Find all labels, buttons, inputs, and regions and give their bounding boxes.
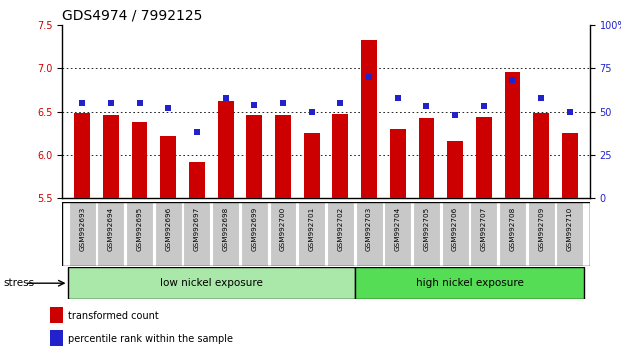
Bar bbox=[327, 202, 354, 266]
Bar bbox=[132, 122, 147, 198]
Text: GSM992699: GSM992699 bbox=[252, 207, 257, 251]
Text: GDS4974 / 7992125: GDS4974 / 7992125 bbox=[62, 8, 202, 22]
Bar bbox=[103, 115, 119, 198]
Text: GSM992706: GSM992706 bbox=[452, 207, 458, 251]
Text: GSM992697: GSM992697 bbox=[194, 207, 200, 251]
Text: GSM992703: GSM992703 bbox=[366, 207, 372, 251]
Bar bbox=[390, 129, 406, 198]
Text: GSM992696: GSM992696 bbox=[165, 207, 171, 251]
Bar bbox=[160, 136, 176, 198]
Text: GSM992704: GSM992704 bbox=[395, 207, 401, 251]
Text: GSM992695: GSM992695 bbox=[137, 207, 143, 251]
Text: GSM992707: GSM992707 bbox=[481, 207, 487, 251]
Text: GSM992700: GSM992700 bbox=[280, 207, 286, 251]
Text: stress: stress bbox=[3, 278, 34, 288]
Bar bbox=[212, 202, 239, 266]
Bar bbox=[69, 202, 96, 266]
Text: GSM992705: GSM992705 bbox=[424, 207, 430, 251]
Text: GSM992701: GSM992701 bbox=[309, 207, 315, 251]
Bar bbox=[505, 73, 520, 198]
Text: GSM992693: GSM992693 bbox=[79, 207, 85, 251]
Bar bbox=[562, 133, 578, 198]
Text: low nickel exposure: low nickel exposure bbox=[160, 278, 263, 288]
Bar bbox=[218, 101, 233, 198]
Bar bbox=[126, 202, 153, 266]
Bar bbox=[155, 202, 182, 266]
Text: GSM992709: GSM992709 bbox=[538, 207, 544, 251]
Text: GSM992708: GSM992708 bbox=[509, 207, 515, 251]
Bar bbox=[241, 202, 268, 266]
Bar bbox=[50, 307, 63, 324]
Bar bbox=[528, 202, 555, 266]
Bar bbox=[419, 118, 434, 198]
Bar bbox=[75, 113, 90, 198]
Bar bbox=[556, 202, 583, 266]
Text: GSM992710: GSM992710 bbox=[567, 207, 573, 251]
Bar bbox=[384, 202, 411, 266]
Text: percentile rank within the sample: percentile rank within the sample bbox=[68, 333, 233, 344]
Bar bbox=[470, 202, 497, 266]
Bar bbox=[442, 202, 469, 266]
Bar bbox=[97, 202, 124, 266]
Bar bbox=[298, 202, 325, 266]
Bar bbox=[68, 267, 355, 299]
Bar bbox=[304, 133, 320, 198]
Bar bbox=[413, 202, 440, 266]
Bar bbox=[476, 117, 492, 198]
Bar bbox=[447, 141, 463, 198]
Bar bbox=[533, 113, 549, 198]
Text: transformed count: transformed count bbox=[68, 310, 159, 321]
Text: GSM992694: GSM992694 bbox=[108, 207, 114, 251]
Bar bbox=[355, 267, 584, 299]
Bar bbox=[50, 330, 63, 346]
Text: high nickel exposure: high nickel exposure bbox=[415, 278, 524, 288]
Bar bbox=[356, 202, 383, 266]
Text: GSM992698: GSM992698 bbox=[222, 207, 229, 251]
Bar bbox=[275, 115, 291, 198]
Text: GSM992702: GSM992702 bbox=[337, 207, 343, 251]
Bar bbox=[332, 114, 348, 198]
Bar bbox=[189, 162, 205, 198]
Bar bbox=[270, 202, 296, 266]
Bar bbox=[247, 115, 262, 198]
Bar bbox=[499, 202, 526, 266]
Bar bbox=[361, 40, 377, 198]
Bar bbox=[183, 202, 211, 266]
